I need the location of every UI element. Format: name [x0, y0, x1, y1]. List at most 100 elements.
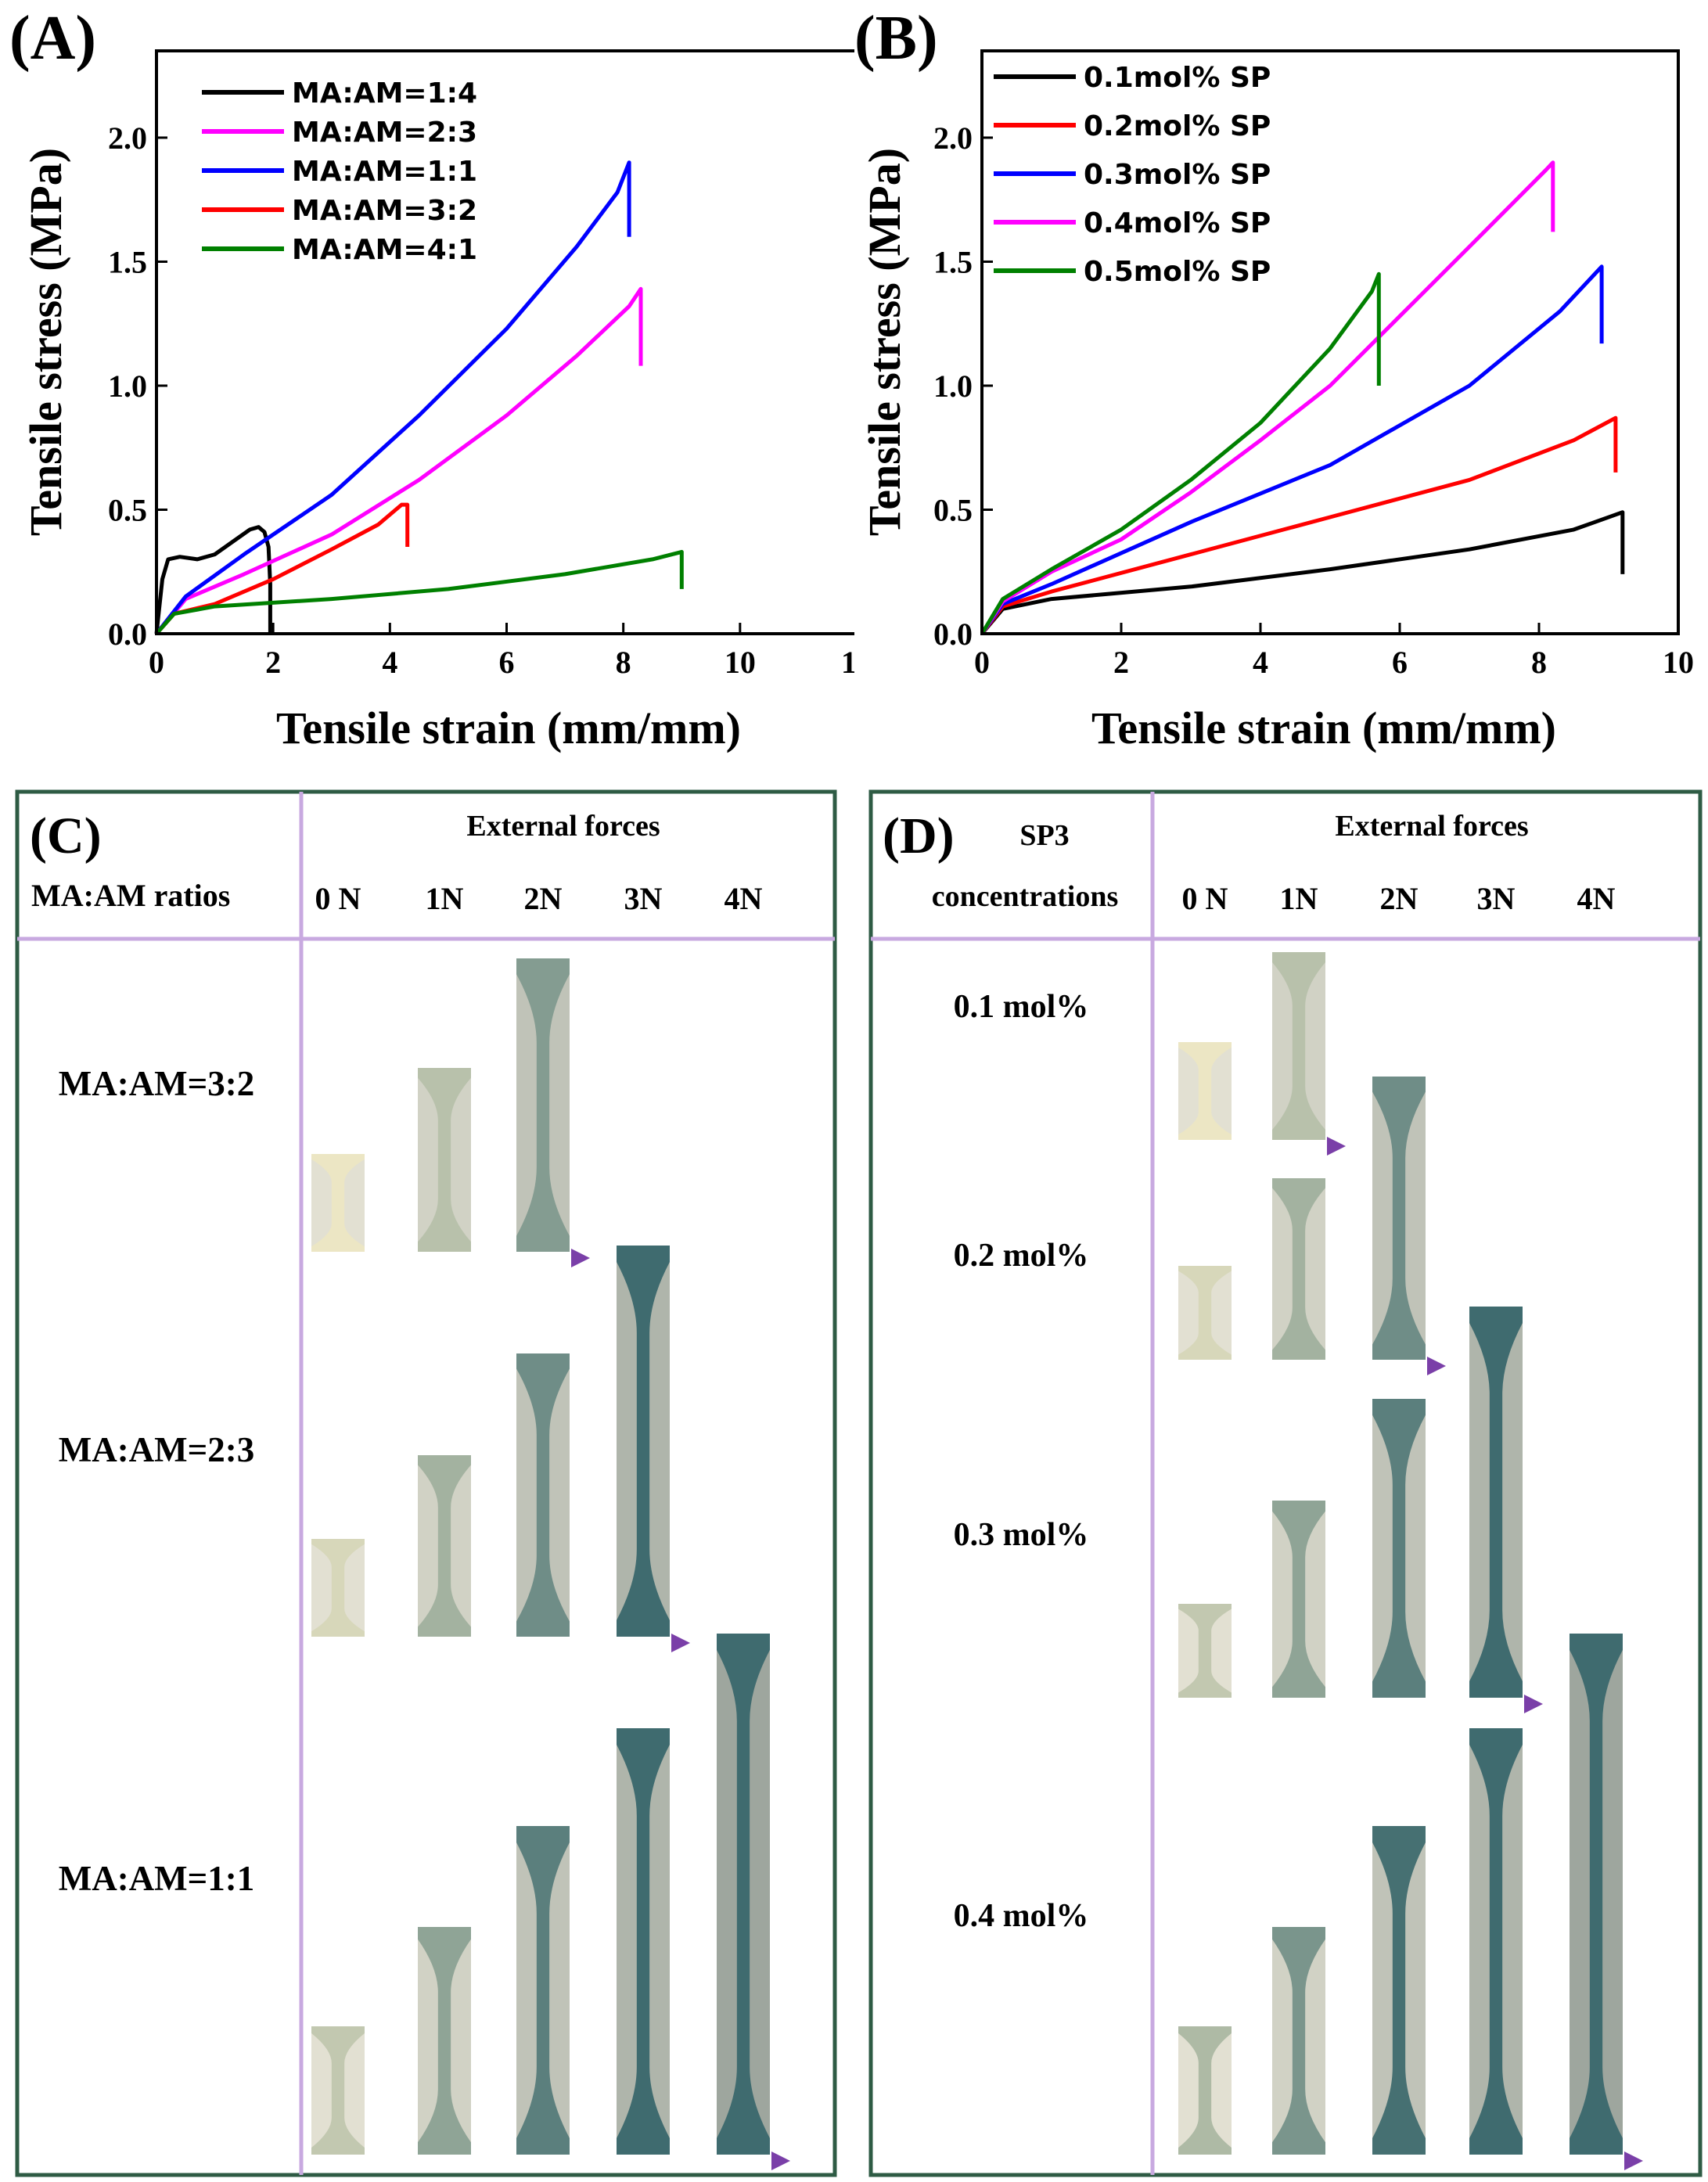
force-label-5: 4N [1577, 881, 1616, 916]
force-label-3: 2N [1380, 881, 1419, 916]
force-label-5: 4N [725, 881, 763, 916]
x-tick-label: 6 [499, 645, 515, 680]
specimen-background [1570, 1634, 1623, 2155]
specimen-background [1178, 2026, 1232, 2155]
specimen-strip [418, 1068, 471, 1252]
x-axis-title-b: Tensile strain (mm/mm) [1091, 703, 1556, 753]
specimen-strip [311, 1539, 365, 1637]
legend-label-3: 0.3mol% SP [1084, 159, 1271, 191]
legend-label-1: MA:AM=1:4 [292, 77, 477, 110]
specimen-strip [1570, 1634, 1623, 2155]
specimen-strip [1272, 1927, 1325, 2155]
specimen-strip [311, 2026, 365, 2155]
y-tick-label: 2.0 [933, 120, 973, 156]
series-line-5 [980, 271, 1381, 635]
x-tick-label: 0 [974, 645, 990, 680]
specimen-strip [1272, 1178, 1325, 1360]
panel-label-b: (B) [854, 4, 938, 73]
specimen-strip [1469, 1728, 1523, 2155]
specimen-strip [717, 1634, 770, 2155]
x-tick-label: 4 [1253, 645, 1268, 680]
panel-d-row-header-1: SP3 [1019, 819, 1069, 852]
force-arrow-head [1427, 1357, 1446, 1375]
panel-c-col-header: External forces [466, 810, 660, 843]
y-axis-title-a: Tensile stress (MPa) [20, 148, 71, 536]
legend-label-4: 0.4mol% SP [1084, 207, 1271, 239]
force-label-4: 3N [624, 881, 663, 916]
force-arrow-head [671, 1634, 690, 1652]
specimen-strip [1272, 1501, 1325, 1698]
series-line-4 [980, 160, 1555, 635]
x-tick-label: 8 [616, 645, 631, 680]
specimen-strip [1272, 952, 1325, 1140]
force-arrow-head [1524, 1695, 1543, 1713]
force-arrow-head [1327, 1137, 1346, 1156]
specimen-strip [516, 1353, 570, 1637]
panel-c: (C) MA:AM ratios External forces 0 N 1N 2N… [15, 789, 837, 2177]
x-tick-label: 2 [1113, 645, 1129, 680]
y-tick-label: 1.5 [933, 244, 973, 279]
specimen-background [617, 1728, 670, 2155]
x-tick-label: 10 [725, 645, 756, 680]
panel-d-row-header-2: concentrations [932, 880, 1119, 913]
legend-label-3: MA:AM=1:1 [292, 156, 477, 188]
specimen-strip [516, 958, 570, 1252]
chart-b: (B) 0 2 4 6 8 10 0.0 0.5 1.0 1.5 2.0 0.1mol% SP 0.2… [854, 4, 1694, 753]
panel-d-frame [868, 789, 1703, 2177]
specimen-background [1372, 1826, 1426, 2155]
specimen-strip [1372, 1077, 1426, 1360]
specimen-background [1272, 1501, 1325, 1698]
x-tick-label: 2 [265, 645, 281, 680]
specimen-strip [1372, 1826, 1426, 2155]
chart-a: (A) 0 2 4 6 8 10 12 0.0 0.5 1.0 1.5 2.0 MA:AM=1:4 MA… [9, 4, 854, 753]
force-label-1: 0 N [315, 881, 361, 916]
specimen-background [617, 1246, 670, 1637]
y-tick-label: 1.0 [108, 368, 147, 404]
specimen-strip [1178, 2026, 1232, 2155]
specimen-background [311, 1154, 365, 1252]
specimen-strip [418, 1455, 471, 1637]
series-line-5 [155, 549, 684, 635]
specimen-background [418, 1927, 471, 2155]
legend-label-5: 0.5mol% SP [1084, 256, 1271, 288]
specimen-background [1372, 1399, 1426, 1698]
y-tick-label: 0.0 [933, 616, 973, 652]
y-tick-label: 2.0 [108, 120, 147, 156]
specimen-background [516, 958, 570, 1252]
specimen-strip [1178, 1604, 1232, 1698]
panel-c-frame [15, 789, 837, 2177]
series-line-2 [980, 415, 1618, 635]
row-label-1: MA:AM=3:2 [59, 1064, 255, 1103]
force-label-2: 1N [426, 881, 464, 916]
y-tick-label: 1.0 [933, 368, 973, 404]
force-label-3: 2N [524, 881, 563, 916]
specimen-background [516, 1826, 570, 2155]
panel-label-a: (A) [9, 4, 96, 73]
row-label-3: MA:AM=1:1 [59, 1859, 255, 1898]
y-tick-label: 1.5 [108, 244, 147, 279]
specimen-background [1178, 1266, 1232, 1360]
specimen-background [1372, 1077, 1426, 1360]
specimen-strip [617, 1246, 670, 1637]
legend-label-5: MA:AM=4:1 [292, 234, 477, 266]
y-tick-label: 0.0 [108, 616, 147, 652]
specimen-background [516, 1353, 570, 1637]
force-label-1: 0 N [1182, 881, 1228, 916]
legend-label-1: 0.1mol% SP [1084, 62, 1271, 94]
y-tick-label: 0.5 [933, 492, 973, 527]
force-arrow-head [1624, 2151, 1643, 2170]
specimen-background [1178, 1604, 1232, 1698]
panel-d-col-header: External forces [1335, 810, 1528, 843]
row-label-4: 0.4 mol% [954, 1898, 1089, 1934]
y-tick-label: 0.5 [108, 492, 147, 527]
specimen-strip [617, 1728, 670, 2155]
force-arrow-head [571, 1249, 590, 1267]
x-tick-label: 10 [1663, 645, 1694, 680]
x-tick-label: 8 [1531, 645, 1547, 680]
panel-c-row-header: MA:AM ratios [31, 878, 230, 913]
specimen-strip [311, 1154, 365, 1252]
panel-label-d: (D) [883, 807, 955, 865]
row-label-1: 0.1 mol% [954, 989, 1089, 1025]
panel-d: (D) SP3 concentrations External forces 0… [868, 789, 1703, 2177]
specimen-strip [1372, 1399, 1426, 1698]
